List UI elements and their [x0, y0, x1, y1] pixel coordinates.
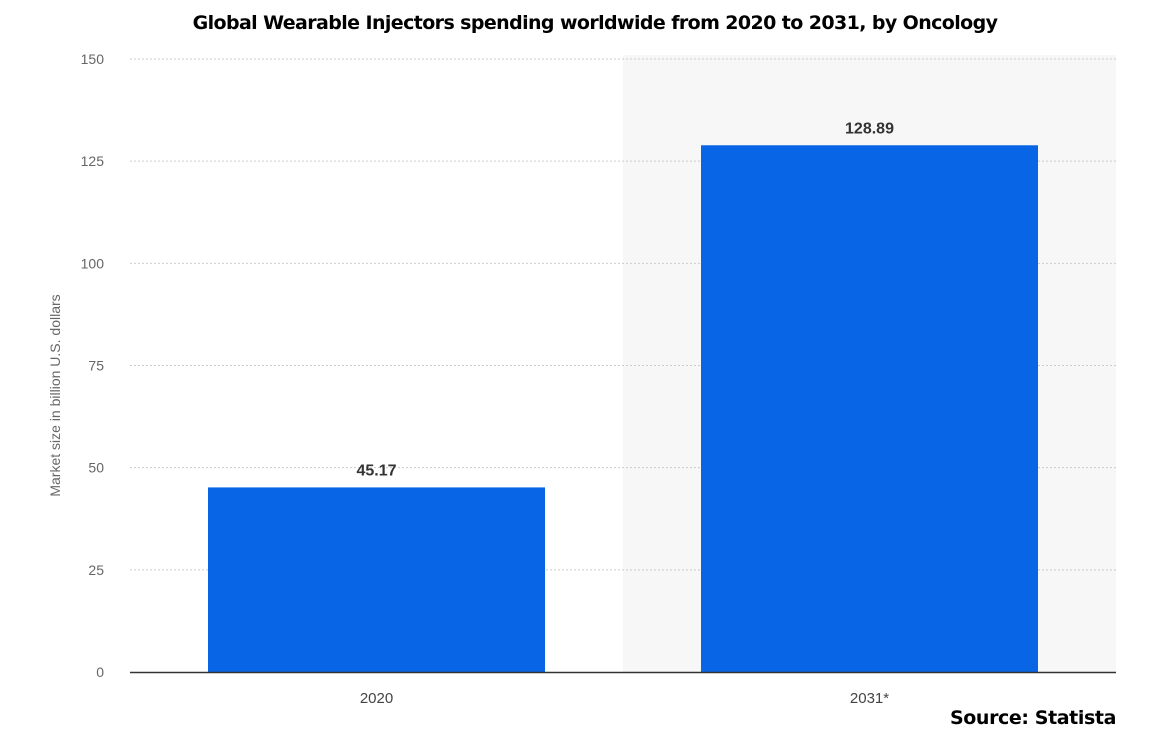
bars: 45.17 128.89	[208, 120, 1038, 672]
y-tick-label: 25	[88, 562, 104, 578]
x-tick-label: 2031*	[850, 690, 889, 707]
y-tick-label: 0	[96, 664, 104, 680]
x-tick-label: 2020	[360, 690, 393, 707]
y-tick-label: 100	[81, 255, 105, 271]
y-axis-label: Market size in billion U.S. dollars	[47, 294, 63, 496]
bar	[701, 145, 1038, 672]
y-tick-label: 75	[88, 358, 104, 374]
source-label: Source: Statista	[950, 707, 1116, 729]
y-tick-label: 50	[88, 460, 104, 476]
y-axis-ticks: 0 25 50 75 100 125 150	[81, 51, 105, 680]
data-label: 128.89	[845, 120, 894, 137]
y-tick-label: 125	[81, 153, 105, 169]
bar	[208, 487, 545, 672]
data-label: 45.17	[356, 462, 396, 479]
chart-title: Global Wearable Injectors spending world…	[192, 12, 998, 34]
x-axis-ticks: 2020 2031*	[360, 690, 889, 707]
y-tick-label: 150	[81, 51, 105, 67]
